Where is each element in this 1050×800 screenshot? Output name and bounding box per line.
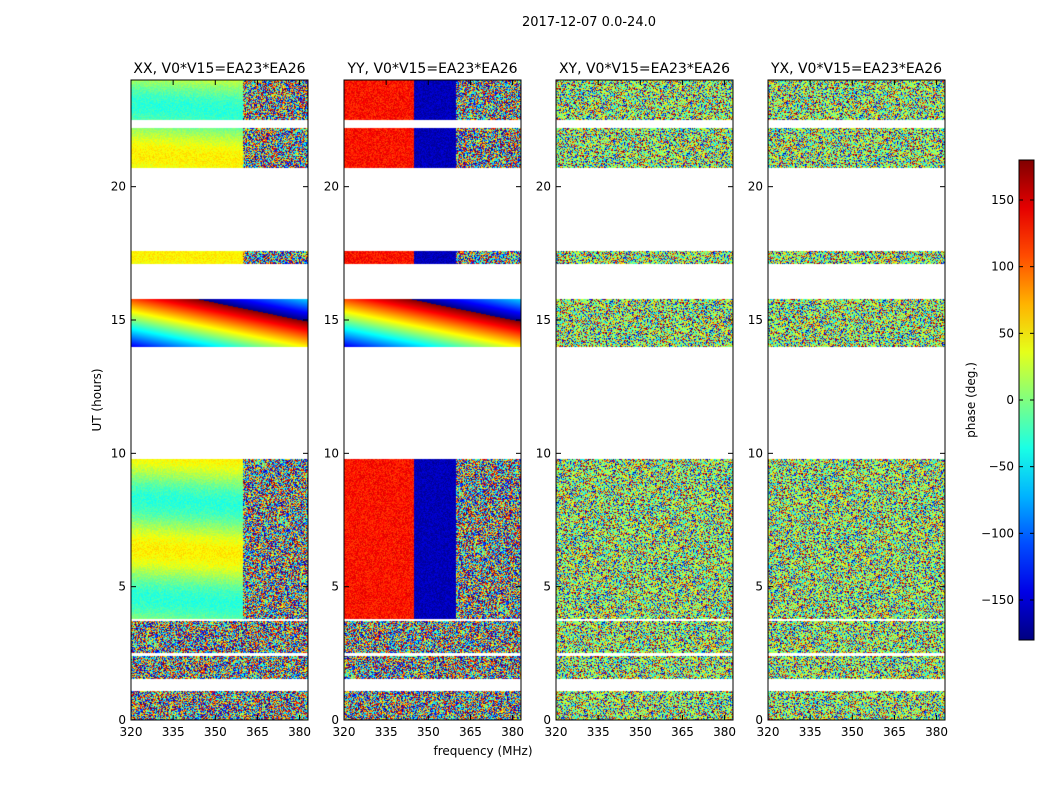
x-tick-label: 320 bbox=[120, 725, 143, 739]
y-tick-label: 0 bbox=[543, 713, 551, 727]
y-tick-label: 10 bbox=[536, 446, 551, 460]
x-tick-label: 335 bbox=[587, 725, 610, 739]
figure-title: 2017-12-07 0.0-24.0 bbox=[522, 15, 656, 30]
phase-heatmap bbox=[768, 80, 945, 720]
colorbar-tick-label: 100 bbox=[991, 260, 1014, 274]
y-tick-label: 20 bbox=[324, 180, 339, 194]
x-tick-label: 350 bbox=[204, 725, 227, 739]
y-tick-label: 15 bbox=[748, 313, 763, 327]
colorbar-tick-label: −100 bbox=[981, 526, 1014, 540]
x-tick-label: 320 bbox=[333, 725, 356, 739]
x-tick-label: 365 bbox=[459, 725, 482, 739]
x-tick-label: 380 bbox=[925, 725, 948, 739]
panel-title: XX, V0*V15=EA23*EA26 bbox=[133, 61, 305, 77]
colorbar: −150 −100 −50 0 50 100 150 bbox=[981, 159, 1035, 641]
x-tick-label: 380 bbox=[501, 725, 524, 739]
x-tick-label: 380 bbox=[288, 725, 311, 739]
y-axis-label: UT (hours) bbox=[90, 368, 104, 431]
axes-frame bbox=[130, 79, 309, 721]
phase-heatmap bbox=[344, 80, 521, 720]
colorbar-tick-label: −50 bbox=[989, 460, 1014, 474]
x-axis-label: frequency (MHz) bbox=[433, 744, 532, 758]
x-tick-label: 365 bbox=[246, 725, 269, 739]
phase-heatmap bbox=[131, 80, 308, 720]
panel-yx: YX, V0*V15=EA23*EA26 320 335 350 365 380 0 5 10 1… bbox=[748, 61, 948, 739]
panel-xx: XX, V0*V15=EA23*EA26 320 335 350 365 380 0 5 10 1… bbox=[111, 61, 311, 739]
y-tick-label: 10 bbox=[111, 446, 126, 460]
x-tick-label: 320 bbox=[545, 725, 568, 739]
colorbar-tick-label: −150 bbox=[981, 593, 1014, 607]
x-tick-label: 365 bbox=[883, 725, 906, 739]
phase-heatmap bbox=[556, 80, 733, 720]
y-tick-label: 5 bbox=[331, 580, 339, 594]
y-tick-label: 10 bbox=[748, 446, 763, 460]
y-tick-label: 5 bbox=[755, 580, 763, 594]
colorbar-tick-label: 0 bbox=[1006, 393, 1014, 407]
y-tick-label: 15 bbox=[111, 313, 126, 327]
x-tick-label: 335 bbox=[799, 725, 822, 739]
x-tick-label: 350 bbox=[417, 725, 440, 739]
colorbar-label: phase (deg.) bbox=[964, 362, 978, 438]
colorbar-tick-label: 150 bbox=[991, 193, 1014, 207]
x-tick-label: 365 bbox=[671, 725, 694, 739]
panel-title: YX, V0*V15=EA23*EA26 bbox=[770, 61, 942, 77]
axes-frame bbox=[555, 79, 734, 721]
y-tick-label: 20 bbox=[536, 180, 551, 194]
x-tick-label: 335 bbox=[375, 725, 398, 739]
panel-title: YY, V0*V15=EA23*EA26 bbox=[346, 61, 517, 77]
axes-frame bbox=[343, 79, 522, 721]
y-tick-label: 0 bbox=[755, 713, 763, 727]
y-tick-label: 15 bbox=[324, 313, 339, 327]
axes-frame bbox=[767, 79, 946, 721]
y-tick-label: 0 bbox=[118, 713, 126, 727]
y-tick-label: 20 bbox=[111, 180, 126, 194]
y-tick-label: 5 bbox=[118, 580, 126, 594]
y-tick-label: 5 bbox=[543, 580, 551, 594]
x-tick-label: 335 bbox=[162, 725, 185, 739]
x-tick-label: 380 bbox=[713, 725, 736, 739]
x-tick-label: 320 bbox=[757, 725, 780, 739]
panel-yy: YY, V0*V15=EA23*EA26 320 335 350 365 380 0 5 10 1… bbox=[324, 61, 524, 739]
y-tick-label: 0 bbox=[331, 713, 339, 727]
y-tick-label: 10 bbox=[324, 446, 339, 460]
panel-xy: XY, V0*V15=EA23*EA26 320 335 350 365 380 0 5 10 1… bbox=[536, 61, 736, 739]
y-tick-label: 15 bbox=[536, 313, 551, 327]
panel-title: XY, V0*V15=EA23*EA26 bbox=[559, 61, 730, 77]
colorbar-tick-label: 50 bbox=[999, 326, 1014, 340]
x-tick-label: 350 bbox=[629, 725, 652, 739]
y-tick-label: 20 bbox=[748, 180, 763, 194]
x-tick-label: 350 bbox=[841, 725, 864, 739]
